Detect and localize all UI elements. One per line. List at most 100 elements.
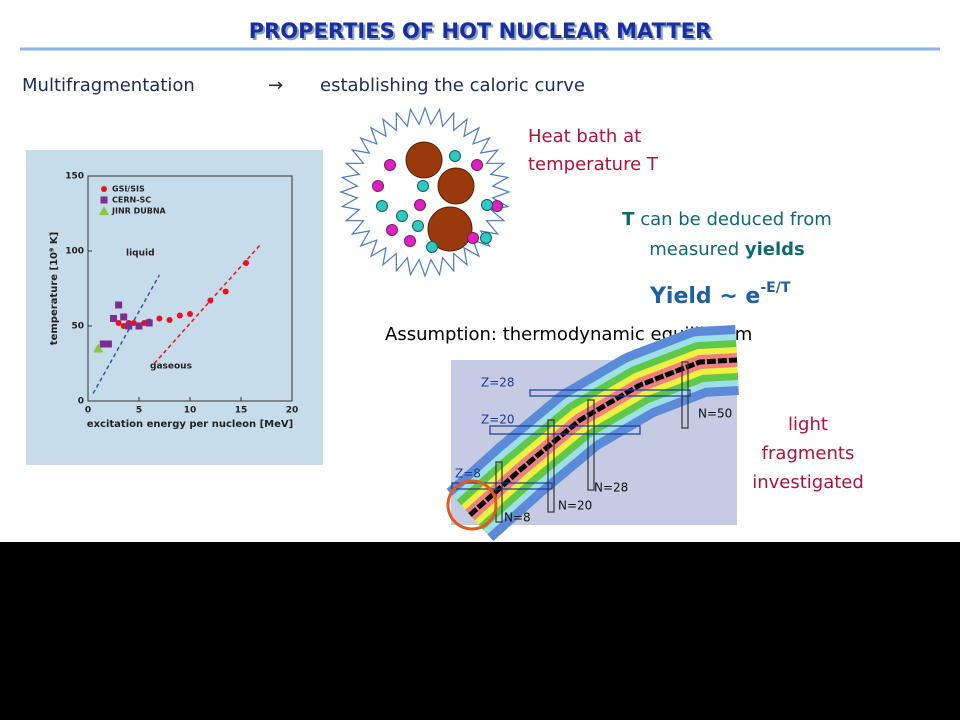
legend-marker xyxy=(100,196,108,204)
magic-n-box xyxy=(547,419,555,513)
deduction-line: T can be deduced from xyxy=(622,209,832,230)
data-point xyxy=(187,311,193,317)
light-fragment xyxy=(426,241,438,253)
magic-z-box xyxy=(489,425,641,435)
heat-bath-diagram xyxy=(339,106,511,278)
light-fragment xyxy=(412,220,424,232)
x-tick-label: 15 xyxy=(235,406,248,416)
legend-marker xyxy=(101,186,107,192)
heat-bath-line: Heat bath at xyxy=(528,126,641,147)
data-point xyxy=(176,312,183,319)
data-point xyxy=(243,260,250,266)
light-fragment xyxy=(417,180,429,192)
data-point xyxy=(141,320,148,326)
fit-label: liquid xyxy=(126,249,155,259)
chart-background xyxy=(26,150,323,465)
data-point xyxy=(130,320,137,326)
formula: Yield ~ e-E/T xyxy=(649,280,791,309)
magic-z-box xyxy=(529,389,691,397)
black-band xyxy=(0,542,960,720)
data-point xyxy=(135,322,143,330)
data-point xyxy=(104,340,112,348)
caloric-curve-chart: 0 5 10 15 20 0 50 100 150 excitation energy per n… xyxy=(26,150,323,465)
data-point xyxy=(145,319,153,327)
note-line: investigated xyxy=(752,472,864,493)
legend-marker xyxy=(99,206,109,215)
x-tick-label: 0 xyxy=(85,406,91,416)
light-fragment xyxy=(471,159,483,171)
subtitle-arrow: → xyxy=(268,75,283,96)
data-point xyxy=(120,323,127,329)
y-tick-label: 50 xyxy=(71,322,84,332)
data-point xyxy=(93,343,104,353)
heavy-fragment xyxy=(405,141,443,179)
n-label: N=50 xyxy=(698,407,732,421)
y-tick-label: 100 xyxy=(65,247,84,257)
data-point xyxy=(222,288,229,295)
n-label: N=28 xyxy=(594,481,628,495)
light-fragment xyxy=(396,210,408,222)
deduction-text: measured xyxy=(649,239,739,260)
fit-label: gaseous xyxy=(150,362,192,372)
heavy-fragment xyxy=(427,206,473,252)
light-fragment xyxy=(384,159,396,171)
legend-label: GSI/SIS xyxy=(112,185,145,194)
legend-label: JINR DUBNA xyxy=(111,207,167,216)
y-axis-label: temperature [10⁹ K] xyxy=(49,232,60,345)
data-point xyxy=(125,322,133,330)
x-tick-label: 5 xyxy=(136,406,142,416)
heat-bath-line: temperature T xyxy=(528,154,659,175)
note-line: fragments xyxy=(762,443,855,464)
subtitle-topic: Multifragmentation xyxy=(22,75,195,96)
data-point xyxy=(166,317,173,323)
data-point xyxy=(120,313,128,321)
light-fragment xyxy=(414,199,426,211)
z-label: Z=28 xyxy=(481,376,515,390)
light-fragment xyxy=(404,235,416,247)
x-tick-label: 20 xyxy=(286,406,299,416)
light-fragment xyxy=(376,200,388,212)
data-point xyxy=(99,340,107,348)
deduction-line: measured yields xyxy=(649,239,805,260)
magic-n-box xyxy=(681,361,689,429)
title-shadow: PROPERTIES OF HOT NUCLEAR MATTER xyxy=(251,21,714,45)
data-point xyxy=(156,315,163,322)
note-line: light xyxy=(788,414,828,435)
light-fragment xyxy=(481,199,493,211)
data-point xyxy=(115,320,122,326)
x-tick-label: 10 xyxy=(184,406,197,416)
y-tick-label: 0 xyxy=(78,397,84,407)
n-label: N=8 xyxy=(504,511,531,525)
light-fragment xyxy=(372,180,384,192)
nuclide-chart: Z=28 Z=20 Z=8 N=50 N=28N=20 N=8 xyxy=(446,325,739,542)
nuclide-band xyxy=(468,357,738,517)
formula-exponent: -E/T xyxy=(760,280,790,296)
fit-line xyxy=(92,274,161,394)
deduction-bold: yields xyxy=(745,239,805,260)
data-point xyxy=(110,315,117,322)
y-tick-label: 150 xyxy=(65,172,84,182)
highlight-circle xyxy=(446,479,498,531)
z-label: Z=8 xyxy=(455,467,481,481)
subtitle-text: establishing the caloric curve xyxy=(320,75,585,96)
magic-n-box xyxy=(495,461,503,523)
x-axis-label: excitation energy per nucleon [MeV] xyxy=(87,419,293,430)
heavy-fragment xyxy=(437,167,475,205)
light-fragment xyxy=(480,232,492,244)
n-label: N=20 xyxy=(558,499,592,513)
legend-label: CERN-SC xyxy=(112,196,151,205)
data-point xyxy=(207,297,214,304)
data-point xyxy=(115,301,123,309)
light-fragment xyxy=(467,232,479,244)
formula-base: Yield ~ e xyxy=(649,284,760,309)
deduction-bold: T xyxy=(622,209,635,230)
light-fragment xyxy=(449,150,461,162)
magic-n-box xyxy=(587,399,595,491)
title: PROPERTIES OF HOT NUCLEAR MATTER xyxy=(249,19,712,43)
light-fragment xyxy=(386,224,398,236)
deduction-text: can be deduced from xyxy=(640,209,832,230)
z-label: Z=20 xyxy=(481,413,515,427)
light-fragment xyxy=(491,200,503,212)
